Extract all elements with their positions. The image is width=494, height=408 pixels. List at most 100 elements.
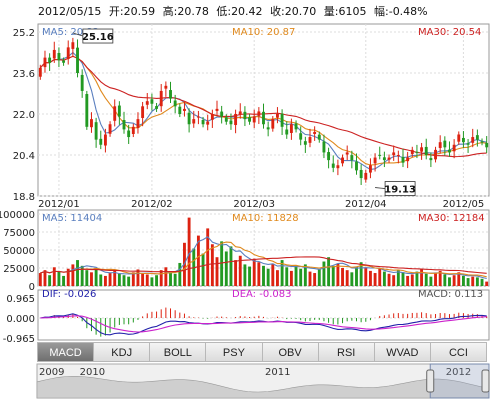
price-y-tick-label: 22.0 [13, 110, 35, 121]
candle-body [201, 120, 205, 125]
volume-bar [480, 278, 484, 286]
macd-panel [37, 289, 490, 341]
volume-bar [368, 270, 372, 286]
macd-y-tick-label: 0.000 [6, 314, 35, 325]
candle-body [85, 94, 89, 127]
volume-bar [420, 269, 424, 286]
volume-bar [485, 281, 489, 286]
tab-cci[interactable]: CCI [430, 342, 487, 362]
navigator-window[interactable] [429, 363, 490, 399]
tab-psy[interactable]: PSY [206, 342, 263, 362]
tab-wvad[interactable]: WVAD [374, 342, 431, 362]
price-x-tick-label: 2012/01 [38, 199, 80, 210]
annotation-leader [375, 187, 386, 189]
candle-body [276, 114, 279, 118]
volume-bar [85, 270, 89, 286]
candle-body [178, 106, 182, 114]
candle-body [429, 158, 433, 161]
navigator-left-handle[interactable] [426, 369, 435, 393]
volume-legend: MA5: 11404 MA10: 11828 MA30: 12184 [42, 213, 485, 224]
volume-bar [248, 266, 251, 286]
tab-kdj[interactable]: KDJ [94, 342, 151, 362]
change-value: -0.48% [389, 5, 428, 18]
volume-bar [406, 275, 410, 286]
volume-bar [90, 272, 93, 286]
candle-body [248, 117, 251, 122]
volume-bar [117, 273, 121, 286]
tab-rsi[interactable]: RSI [318, 342, 375, 362]
volume-bar [266, 268, 270, 286]
volume-bar [317, 269, 321, 286]
navigator-right-handle[interactable] [481, 369, 490, 393]
volume-bar [52, 267, 56, 286]
indicator-tabs: MACD KDJ BOLL PSY OBV RSI WVAD CCI [37, 342, 487, 362]
annotation-leader [72, 32, 83, 37]
volume-bar [169, 271, 172, 286]
volume-bar [80, 265, 84, 286]
candle-body [150, 99, 154, 104]
volume-bar [48, 275, 52, 286]
candles [38, 37, 489, 185]
volume-bar [331, 265, 335, 286]
volume-bar [206, 228, 210, 286]
candle-body [71, 42, 75, 49]
candle-body [280, 113, 284, 127]
navigator-year-label: 2010 [80, 367, 105, 378]
header-info: 2012/05/15 开:20.59 高:20.78 低:20.42 收:20.… [38, 4, 428, 18]
candle-body [341, 157, 344, 164]
volume-bar [243, 264, 247, 286]
volume-bar [229, 246, 233, 286]
volume-bar [145, 274, 149, 286]
candle-body [62, 60, 66, 63]
candle-body [345, 152, 349, 155]
candle-body [127, 130, 131, 138]
navigator-year-label: 2011 [265, 367, 290, 378]
volume-bar [313, 273, 317, 286]
candle-body [169, 90, 172, 99]
candle-body [327, 152, 331, 161]
candle-body [420, 147, 424, 152]
low-label: 低: [216, 5, 231, 18]
volume-bar [238, 255, 242, 286]
tab-boll[interactable]: BOLL [150, 342, 207, 362]
open-label: 开: [109, 5, 124, 18]
volume-bar [94, 268, 98, 286]
price-y-tick-label: 25.2 [13, 28, 35, 39]
volume-bar [141, 273, 145, 286]
volume-bar [71, 264, 75, 286]
volume-bar [215, 257, 219, 286]
candle-body [243, 111, 247, 120]
volume-bar [103, 275, 107, 286]
volume-bar [294, 265, 298, 286]
candle-body [461, 137, 465, 143]
candle-body [229, 120, 233, 125]
candle-body [355, 161, 358, 171]
price-y-ticks: 25.2 23.6 22.0 20.4 18.8 [13, 28, 35, 203]
volume-bar [341, 268, 344, 286]
candle-body [475, 135, 479, 140]
candle-body [406, 157, 410, 162]
candle-body [336, 165, 340, 169]
volume-bar [220, 241, 224, 286]
tab-obv[interactable]: OBV [262, 342, 319, 362]
header-date: 2012/05/15 [38, 5, 101, 18]
candle-body [359, 169, 363, 179]
close-value: 20.70 [285, 5, 317, 18]
volume-bar [257, 262, 261, 286]
candle-body [331, 163, 335, 168]
volume-bar [99, 274, 103, 286]
candle-body [252, 116, 256, 123]
price-legend-ma5: MA5: 20.82 [42, 27, 99, 38]
volume-bar [224, 251, 228, 286]
volume-bar [201, 253, 205, 286]
dif-line [40, 313, 487, 336]
tab-macd[interactable]: MACD [37, 342, 95, 362]
volume-legend-ma10: MA10: 11828 [232, 213, 299, 224]
candle-body [266, 127, 270, 130]
macd-legend-macd: MACD: 0.113 [418, 289, 483, 300]
volume-y-tick-label: 25000 [3, 264, 35, 275]
volume-bar [401, 272, 405, 286]
candle-body [313, 131, 317, 134]
